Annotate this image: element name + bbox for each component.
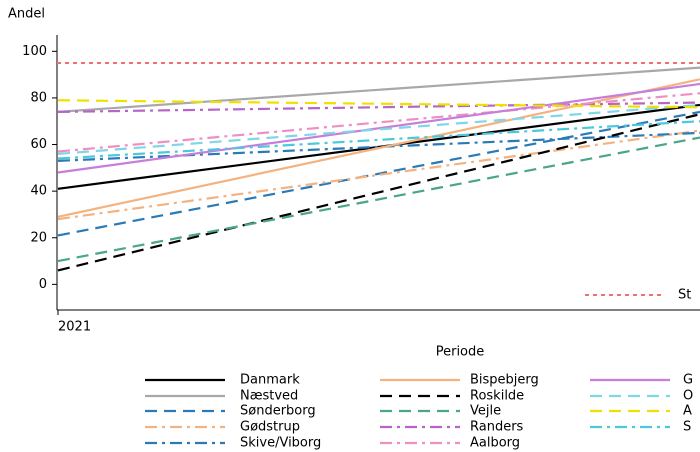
legend-label: Randers: [470, 420, 524, 435]
legend-label: Sønderborg: [240, 404, 316, 419]
y-tick-label: 100: [22, 44, 47, 59]
series-line: [57, 136, 700, 263]
series-line: [57, 131, 700, 162]
series-line: [57, 129, 700, 221]
y-axis-label: Andel: [8, 7, 45, 22]
series-line: [57, 78, 700, 218]
series-line: [57, 103, 700, 155]
y-tick-label: 40: [30, 184, 47, 199]
legend-label: Bispebjerg: [470, 373, 539, 388]
series-line: [57, 99, 700, 109]
legend-label: S: [683, 420, 691, 435]
legend-label: O: [683, 389, 693, 404]
series-line: [57, 120, 700, 160]
y-tick-label: 0: [39, 277, 47, 292]
legend-label: A: [683, 404, 692, 419]
legend-label: Næstved: [240, 389, 298, 404]
series-line: [57, 92, 700, 153]
x-axis-label: Periode: [436, 345, 485, 360]
series-line: [57, 113, 700, 272]
legend-label: G: [683, 373, 693, 388]
legend-label: Aalborg: [470, 436, 520, 451]
legend-label: Vejle: [470, 404, 501, 419]
series-line: [57, 101, 700, 114]
series-line: [57, 82, 700, 174]
legend-label: Roskilde: [470, 389, 524, 404]
legend-label: Danmark: [240, 373, 300, 388]
y-tick-label: 80: [30, 90, 47, 105]
series-line: [57, 66, 700, 114]
y-tick-label: 60: [30, 137, 47, 152]
series-line: [57, 110, 700, 237]
reference-legend-label: St: [678, 288, 691, 303]
legend-label: Skive/Viborg: [240, 436, 321, 451]
x-tick-label: 2021: [58, 320, 91, 335]
y-tick-label: 20: [30, 230, 47, 245]
series-line: [57, 103, 700, 190]
legend-label: Gødstrup: [240, 420, 300, 435]
